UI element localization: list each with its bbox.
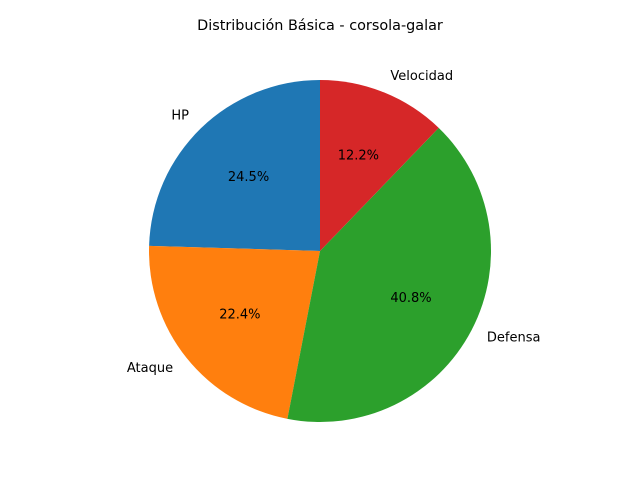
slice-label-velocidad: Velocidad (390, 69, 453, 84)
slice-label-hp: HP (171, 109, 189, 124)
slice-label-defensa: Defensa (487, 330, 541, 345)
slice-percent-hp: 24.5% (228, 170, 269, 185)
slice-label-ataque: Ataque (127, 361, 173, 376)
slice-percent-defensa: 40.8% (390, 291, 431, 306)
pie-slice-velocidad (320, 80, 439, 251)
pie-slice-ataque (149, 245, 320, 419)
slice-percent-velocidad: 12.2% (338, 148, 379, 163)
pie-labels: HP 24.5% Ataque 22.4% Defensa 40.8% Velocidad 1… (127, 69, 541, 376)
pie-slices (149, 80, 491, 423)
pie-slice-defensa (287, 127, 491, 423)
slice-percent-ataque: 22.4% (219, 308, 260, 323)
pie-slice-hp (149, 80, 320, 251)
chart-title: Distribución Básica - corsola-galar (197, 18, 443, 34)
